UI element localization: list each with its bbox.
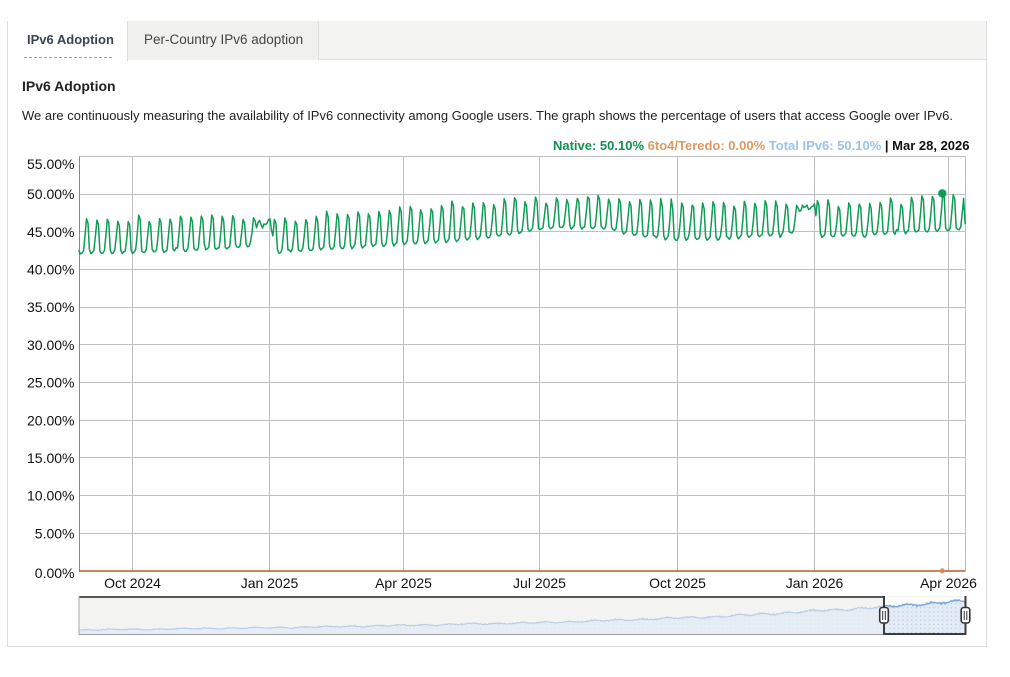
svg-text:Apr 2026: Apr 2026 (920, 575, 977, 591)
svg-text:20.00%: 20.00% (27, 412, 74, 428)
svg-text:40.00%: 40.00% (27, 262, 74, 278)
svg-text:55.00%: 55.00% (27, 156, 74, 172)
svg-text:Jul 2025: Jul 2025 (513, 575, 566, 591)
svg-text:Apr 2025: Apr 2025 (375, 575, 432, 591)
svg-text:15.00%: 15.00% (27, 450, 74, 466)
svg-text:25.00%: 25.00% (27, 375, 74, 391)
svg-text:Jan 2025: Jan 2025 (241, 575, 299, 591)
svg-text:0.00%: 0.00% (35, 565, 75, 581)
svg-text:45.00%: 45.00% (27, 224, 74, 240)
svg-text:5.00%: 5.00% (35, 525, 75, 541)
svg-text:Oct 2024: Oct 2024 (104, 575, 161, 591)
svg-text:30.00%: 30.00% (27, 337, 74, 353)
svg-text:Oct 2025: Oct 2025 (649, 575, 706, 591)
svg-text:10.00%: 10.00% (27, 488, 74, 504)
svg-text:Jan 2026: Jan 2026 (786, 575, 844, 591)
svg-text:50.00%: 50.00% (27, 186, 74, 202)
svg-text:35.00%: 35.00% (27, 299, 74, 315)
